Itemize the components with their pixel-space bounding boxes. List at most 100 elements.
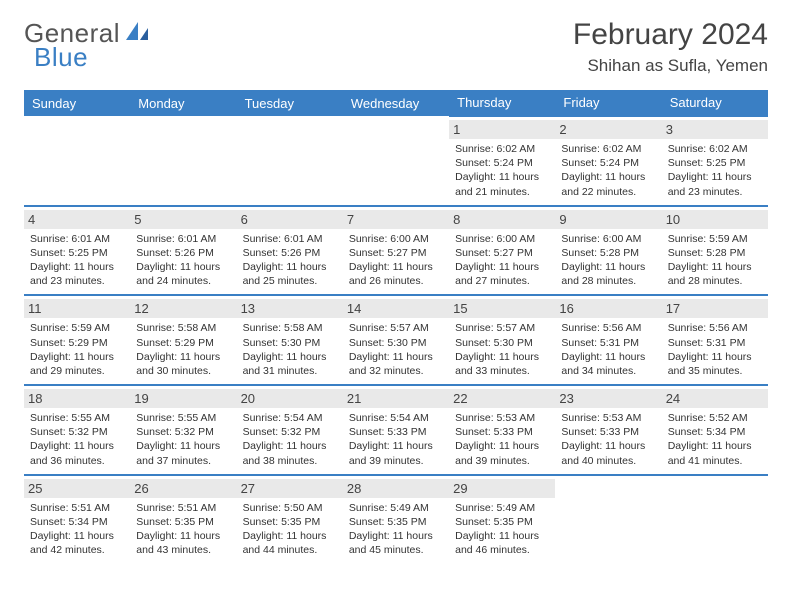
day-details: Sunrise: 5:50 AMSunset: 5:35 PMDaylight:… [243,501,337,558]
day-number: 29 [449,479,555,498]
day-number: 19 [130,389,236,408]
calendar-cell: 20 Sunrise: 5:54 AMSunset: 5:32 PMDayligh… [237,385,343,475]
day-number: 24 [662,389,768,408]
day-details: Sunrise: 5:51 AMSunset: 5:35 PMDaylight:… [136,501,230,558]
day-number: 12 [130,299,236,318]
calendar-cell: 29 Sunrise: 5:49 AMSunset: 5:35 PMDayligh… [449,475,555,564]
calendar-cell: 6 Sunrise: 6:01 AMSunset: 5:26 PMDaylight… [237,206,343,296]
calendar-cell: 13Sunrise: 5:58 AMSunset: 5:30 PMDayligh… [237,295,343,385]
day-header: Monday [130,90,236,116]
calendar-cell-empty [662,475,768,564]
day-details: Sunrise: 6:01 AMSunset: 5:26 PMDaylight:… [243,232,337,289]
day-details: Sunrise: 5:49 AMSunset: 5:35 PMDaylight:… [349,501,443,558]
calendar-cell: 22 Sunrise: 5:53 AMSunset: 5:33 PMDayligh… [449,385,555,475]
day-details: Sunrise: 5:54 AMSunset: 5:33 PMDaylight:… [349,411,443,468]
calendar-cell-empty [130,116,236,206]
calendar-cell: 25 Sunrise: 5:51 AMSunset: 5:34 PMDayligh… [24,475,130,564]
calendar-row: 11Sunrise: 5:59 AMSunset: 5:29 PMDayligh… [24,295,768,385]
logo-text-blue: Blue [34,42,88,73]
calendar-cell: 14Sunrise: 5:57 AMSunset: 5:30 PMDayligh… [343,295,449,385]
calendar-cell: 5 Sunrise: 6:01 AMSunset: 5:26 PMDaylight… [130,206,236,296]
day-number: 18 [24,389,130,408]
day-number: 28 [343,479,449,498]
calendar-cell: 10 Sunrise: 5:59 AMSunset: 5:28 PMDayligh… [662,206,768,296]
day-details: Sunrise: 6:00 AMSunset: 5:27 PMDaylight:… [349,232,443,289]
day-number: 15 [449,299,555,318]
day-number: 26 [130,479,236,498]
day-header: Saturday [662,90,768,116]
day-number: 8 [449,210,555,229]
day-number: 9 [555,210,661,229]
calendar-cell: 15 Sunrise: 5:57 AMSunset: 5:30 PMDayligh… [449,295,555,385]
day-number: 21 [343,389,449,408]
day-details: Sunrise: 5:55 AMSunset: 5:32 PMDaylight:… [136,411,230,468]
calendar-cell: 2 Sunrise: 6:02 AMSunset: 5:24 PMDaylight… [555,116,661,206]
calendar-cell-empty [237,116,343,206]
day-details: Sunrise: 5:55 AMSunset: 5:32 PMDaylight:… [30,411,124,468]
day-number: 5 [130,210,236,229]
calendar-cell: 3 Sunrise: 6:02 AMSunset: 5:25 PMDaylight… [662,116,768,206]
calendar-cell: 18 Sunrise: 5:55 AMSunset: 5:32 PMDayligh… [24,385,130,475]
day-header-row: SundayMondayTuesdayWednesdayThursdayFrid… [24,90,768,116]
day-details: Sunrise: 6:02 AMSunset: 5:24 PMDaylight:… [455,142,549,199]
calendar-cell: 9Sunrise: 6:00 AMSunset: 5:28 PMDaylight… [555,206,661,296]
month-title: February 2024 [573,18,768,52]
calendar-cell: 23 Sunrise: 5:53 AMSunset: 5:33 PMDayligh… [555,385,661,475]
day-details: Sunrise: 6:02 AMSunset: 5:25 PMDaylight:… [668,142,762,199]
calendar-cell: 7 Sunrise: 6:00 AMSunset: 5:27 PMDaylight… [343,206,449,296]
calendar-cell: 28 Sunrise: 5:49 AMSunset: 5:35 PMDayligh… [343,475,449,564]
calendar-row: 1 Sunrise: 6:02 AMSunset: 5:24 PMDaylight… [24,116,768,206]
calendar-row: 4Sunrise: 6:01 AMSunset: 5:25 PMDaylight… [24,206,768,296]
day-details: Sunrise: 5:51 AMSunset: 5:34 PMDaylight:… [30,501,124,558]
day-details: Sunrise: 5:58 AMSunset: 5:29 PMDaylight:… [136,321,230,378]
calendar-cell: 27 Sunrise: 5:50 AMSunset: 5:35 PMDayligh… [237,475,343,564]
day-number: 20 [237,389,343,408]
day-number: 27 [237,479,343,498]
day-header: Sunday [24,90,130,116]
header: General February 2024 Shihan as Sufla, Y… [24,18,768,76]
sail-icon [124,20,150,47]
calendar-row: 25 Sunrise: 5:51 AMSunset: 5:34 PMDayligh… [24,475,768,564]
day-number: 6 [237,210,343,229]
day-header: Wednesday [343,90,449,116]
day-header: Thursday [449,90,555,116]
day-details: Sunrise: 6:02 AMSunset: 5:24 PMDaylight:… [561,142,655,199]
day-details: Sunrise: 5:57 AMSunset: 5:30 PMDaylight:… [349,321,443,378]
day-details: Sunrise: 6:00 AMSunset: 5:27 PMDaylight:… [455,232,549,289]
calendar-cell: 4Sunrise: 6:01 AMSunset: 5:25 PMDaylight… [24,206,130,296]
day-details: Sunrise: 6:01 AMSunset: 5:26 PMDaylight:… [136,232,230,289]
day-details: Sunrise: 5:58 AMSunset: 5:30 PMDaylight:… [243,321,337,378]
calendar-cell: 16Sunrise: 5:56 AMSunset: 5:31 PMDayligh… [555,295,661,385]
day-number: 4 [24,210,130,229]
calendar-cell: 12 Sunrise: 5:58 AMSunset: 5:29 PMDayligh… [130,295,236,385]
calendar-cell: 19 Sunrise: 5:55 AMSunset: 5:32 PMDayligh… [130,385,236,475]
calendar-cell: 24Sunrise: 5:52 AMSunset: 5:34 PMDayligh… [662,385,768,475]
calendar-cell-empty [24,116,130,206]
day-header: Friday [555,90,661,116]
calendar-cell: 11Sunrise: 5:59 AMSunset: 5:29 PMDayligh… [24,295,130,385]
title-block: February 2024 Shihan as Sufla, Yemen [573,18,768,76]
day-details: Sunrise: 5:53 AMSunset: 5:33 PMDaylight:… [455,411,549,468]
day-number: 1 [449,120,555,139]
calendar-cell-empty [343,116,449,206]
calendar-cell: 26 Sunrise: 5:51 AMSunset: 5:35 PMDayligh… [130,475,236,564]
day-number: 7 [343,210,449,229]
day-number: 22 [449,389,555,408]
day-number: 10 [662,210,768,229]
day-details: Sunrise: 5:53 AMSunset: 5:33 PMDaylight:… [561,411,655,468]
day-details: Sunrise: 5:59 AMSunset: 5:29 PMDaylight:… [30,321,124,378]
calendar-cell: 17Sunrise: 5:56 AMSunset: 5:31 PMDayligh… [662,295,768,385]
calendar-row: 18 Sunrise: 5:55 AMSunset: 5:32 PMDayligh… [24,385,768,475]
day-details: Sunrise: 5:57 AMSunset: 5:30 PMDaylight:… [455,321,549,378]
day-number: 23 [555,389,661,408]
day-details: Sunrise: 5:56 AMSunset: 5:31 PMDaylight:… [561,321,655,378]
day-details: Sunrise: 5:49 AMSunset: 5:35 PMDaylight:… [455,501,549,558]
day-number: 3 [662,120,768,139]
day-details: Sunrise: 5:59 AMSunset: 5:28 PMDaylight:… [668,232,762,289]
calendar-cell: 8 Sunrise: 6:00 AMSunset: 5:27 PMDaylight… [449,206,555,296]
location: Shihan as Sufla, Yemen [573,56,768,76]
calendar-cell: 21 Sunrise: 5:54 AMSunset: 5:33 PMDayligh… [343,385,449,475]
day-number: 2 [555,120,661,139]
day-number: 25 [24,479,130,498]
day-details: Sunrise: 5:54 AMSunset: 5:32 PMDaylight:… [243,411,337,468]
